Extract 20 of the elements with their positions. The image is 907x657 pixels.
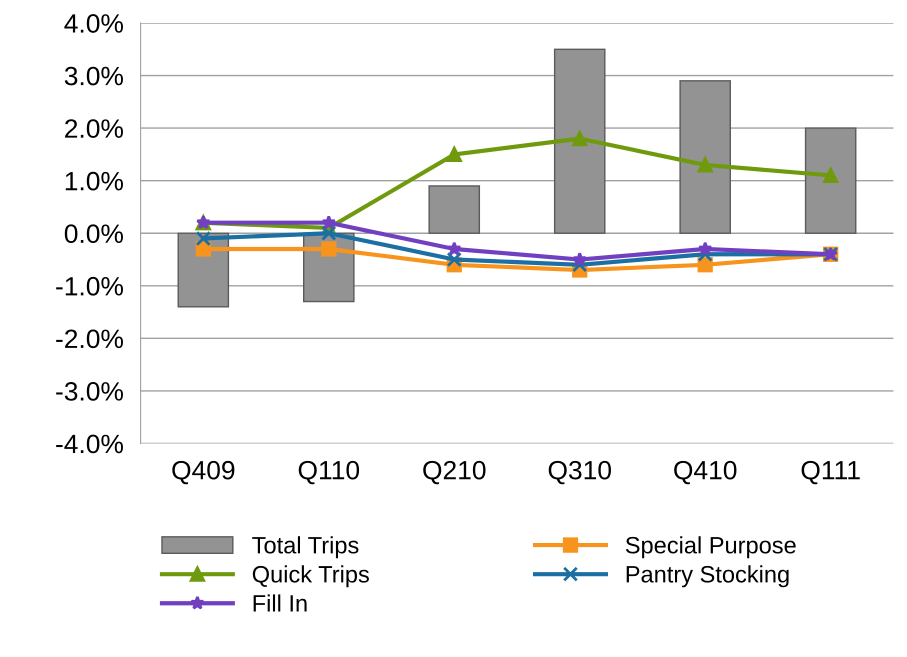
y-tick-label: 2.0% <box>65 119 123 138</box>
x-tick-label: Q210 <box>423 460 486 484</box>
y-tick-label: -4.0% <box>56 434 123 454</box>
y-tick-label: -2.0% <box>56 329 123 348</box>
legend-label: Total Trips <box>252 536 358 558</box>
x-tick-label: Q110 <box>298 460 360 484</box>
y-tick-label: 0.0% <box>64 224 123 244</box>
x-tick-label: Q310 <box>548 460 611 484</box>
legend-label: Quick Trips <box>252 565 369 588</box>
y-tick-label: 1.0% <box>66 172 123 190</box>
y-tick-label: 4.0% <box>64 14 123 33</box>
legend-label: Fill In <box>254 594 307 612</box>
legend-label: Special Purpose <box>626 536 796 558</box>
legend-label: Pantry Stocking <box>626 565 789 588</box>
x-tick-label: Q409 <box>172 460 234 484</box>
y-tick-label: -3.0% <box>56 382 123 401</box>
x-tick-label: Q410 <box>674 460 736 484</box>
y-tick-label: -1.0% <box>56 276 123 296</box>
x-tick-label: Q111 <box>802 460 860 484</box>
y-tick-label: 3.0% <box>64 66 123 86</box>
